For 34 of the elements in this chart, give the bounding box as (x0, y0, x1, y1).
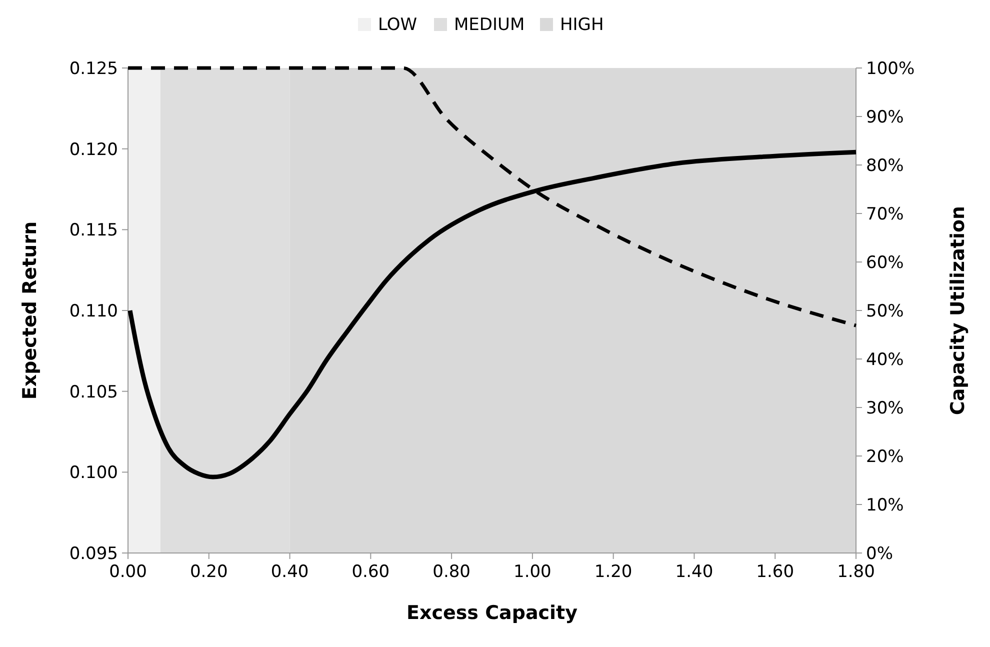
y-tick-label: 0.100 (69, 463, 118, 484)
y2-tick-label: 20% (866, 447, 904, 467)
legend-label: LOW (378, 15, 418, 35)
y-tick-label: 0.095 (69, 544, 118, 564)
x-tick-label: 1.00 (514, 562, 552, 582)
y2-tick-label: 90% (866, 108, 904, 128)
x-tick-label: 1.20 (594, 562, 632, 582)
y2-tick-label: 30% (866, 398, 904, 418)
y-tick-label: 0.125 (69, 59, 118, 79)
y2-tick-label: 50% (866, 302, 904, 322)
y2-tick-label: 0% (866, 544, 893, 564)
x-tick-label: 1.80 (837, 562, 875, 582)
y-tick-label: 0.120 (69, 140, 118, 160)
x-tick-label: 0.00 (109, 562, 147, 582)
x-tick-label: 0.20 (190, 562, 228, 582)
y2-tick-label: 60% (866, 253, 904, 273)
y-axis-title: Expected Return (19, 221, 41, 400)
y-tick-label: 0.110 (69, 302, 118, 322)
y2-tick-label: 80% (866, 156, 904, 176)
x-tick-label: 1.60 (756, 562, 794, 582)
y2-tick-label: 100% (866, 59, 915, 79)
x-tick-label: 0.80 (432, 562, 470, 582)
legend-label: HIGH (560, 15, 604, 35)
x-tick-label: 0.60 (352, 562, 390, 582)
x-tick-label: 0.40 (270, 562, 309, 582)
x-tick-label: 1.40 (675, 562, 714, 582)
y-tick-label: 0.115 (69, 220, 118, 241)
x-axis-title: Excess Capacity (406, 602, 578, 624)
y2-tick-label: 40% (866, 350, 904, 370)
y2-tick-label: 70% (866, 204, 904, 224)
y-tick-label: 0.105 (69, 382, 118, 402)
y2-tick-label: 10% (866, 496, 904, 516)
y2-axis-title: Capacity Utilization (947, 206, 969, 416)
legend-label: MEDIUM (454, 15, 525, 35)
